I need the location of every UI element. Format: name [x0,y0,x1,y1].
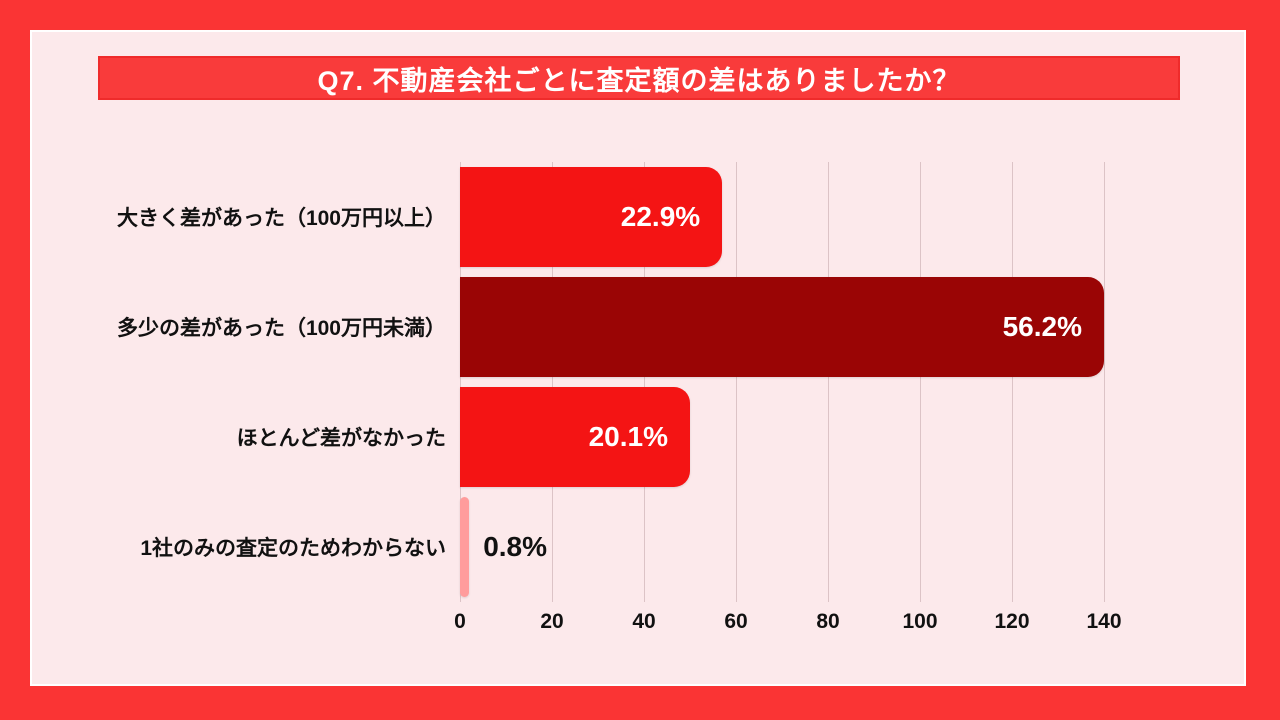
gridline [736,162,737,602]
x-tick-label: 120 [994,610,1030,633]
x-tick-label: 140 [1086,610,1122,633]
plot-area: 22.9% 56.2% 20.1% 0.8% [460,162,1140,602]
bar-row: 22.9% [460,162,1140,272]
gridline [828,162,829,602]
category-labels: 大きく差があった（100万円以上） 多少の差があった（100万円未満） ほとんど差が… [52,162,452,602]
x-tick-label: 20 [540,610,564,633]
x-axis: 0 20 40 60 80 100 120 140 [454,610,1140,646]
gridline [1104,162,1105,602]
bar-value-label: 56.2% [1002,311,1082,342]
bar-row: 56.2% [460,272,1140,382]
x-tick-label: 0 [454,610,466,633]
gridline [552,162,553,602]
chart-title-banner: Q7. 不動産会社ごとに査定額の差はありましたか？ [98,56,1180,100]
x-tick-label: 80 [816,610,840,633]
x-tick-label: 100 [902,610,938,633]
bar-row: 0.8% [460,492,1140,602]
bar: 56.2% [460,277,1104,377]
category-label: 多少の差があった（100万円未満） [116,317,446,340]
bar: 20.1% [460,387,690,487]
category-label: 1社のみの査定のためわからない [140,537,446,560]
bar [460,497,470,597]
gridline [460,162,461,602]
chart-panel: Q7. 不動産会社ごとに査定額の差はありましたか？ 大きく差があった（100万円… [30,30,1246,686]
bar: 22.9% [460,167,723,267]
gridline [1012,162,1013,602]
bar-value-label: 22.9% [620,201,701,232]
bar-value-label: 0.8% [483,531,548,562]
bar-value-label: 20.1% [588,421,668,452]
category-label: 大きく差があった（100万円以上） [116,207,446,230]
bar-row: 20.1% [460,382,1140,492]
x-tick-label: 60 [724,610,748,633]
gridline [644,162,645,602]
x-tick-label: 40 [632,610,656,633]
gridline [920,162,921,602]
chart-title: Q7. 不動産会社ごとに査定額の差はありましたか？ [317,65,961,96]
category-label: ほとんど差がなかった [236,427,446,450]
